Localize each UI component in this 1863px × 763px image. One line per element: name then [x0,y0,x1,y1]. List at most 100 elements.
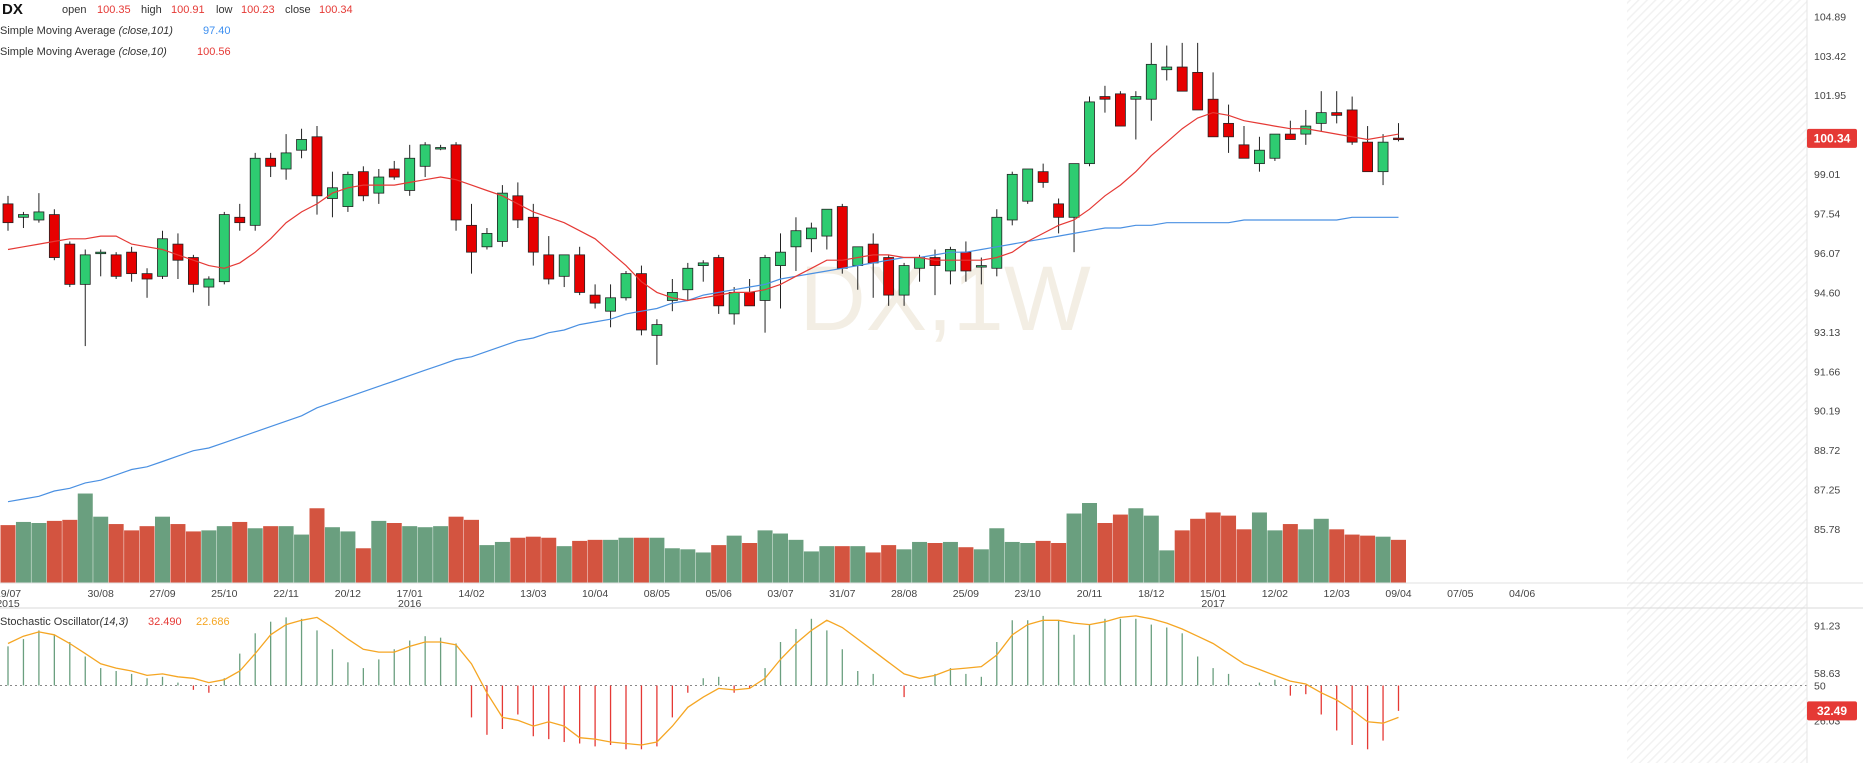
candle [651,319,663,365]
time-axis-tick: 05/06 [706,588,732,600]
price-axis-tick: 90.19 [1814,406,1840,418]
time-axis-tick: 20/11 [1077,588,1103,600]
sma-fast-name[interactable]: Simple Moving Average (close,10) [0,46,167,58]
candle [1331,91,1343,124]
candle [249,152,261,231]
volume-bar [1051,543,1067,583]
candle [388,160,400,180]
time-axis-tick: 22/11 [273,588,299,600]
candle [1393,123,1404,142]
stochastic-oscillator [0,615,1807,750]
legend-low-label: low [216,4,233,16]
time-axis-tick: 10/04 [582,588,608,600]
candle [898,262,910,306]
volume-bar [263,526,279,583]
candle [558,254,570,288]
volume-bar [464,519,479,583]
legend-open-label: open [62,4,86,16]
volume-bar [1267,530,1283,583]
volume-bar [417,527,433,583]
candle [1145,42,1157,121]
price-axis-tick: 99.01 [1814,169,1840,181]
legend-high-value: 100.91 [171,4,205,16]
time-axis-tick: 18/12 [1138,588,1164,600]
candle [296,128,307,159]
volume-bar [773,533,788,583]
sma-fast-value: 100.56 [197,46,231,58]
time-axis-tick: 19/07 [0,588,21,600]
candle [280,134,292,180]
time-axis-year: 2016 [398,598,422,610]
candle [929,249,941,296]
candle [991,209,1003,277]
volume-bar [803,551,819,583]
candle [64,241,76,288]
volume-bar [1112,514,1128,583]
candle [172,233,184,279]
sma-slow-name[interactable]: Simple Moving Average (close,101) [0,25,173,37]
stochastic-d-line [7,615,1399,746]
volume-bar [1344,534,1360,583]
volume-bar [278,526,294,583]
candle [636,265,647,336]
oscillator-value-k: 32.490 [148,616,182,628]
price-axis-tick: 103.42 [1814,51,1846,63]
time-axis-tick: 14/02 [458,588,484,600]
volume-bar [201,530,217,583]
volume-bar [510,537,526,583]
candle [1099,85,1111,113]
volume-bar [757,530,773,583]
candle [419,142,431,178]
candle [450,142,462,231]
volume-bar [216,526,232,583]
time-axis-tick: 09/04 [1385,588,1411,600]
candle [713,254,725,314]
volume-bar [124,530,140,583]
volume-bar [340,531,356,583]
volume-bar [386,523,402,583]
volume-bar [324,527,340,583]
time-axis-tick: 12/02 [1262,588,1288,600]
legend-high-label: high [141,4,162,16]
volume-bar [1221,515,1237,583]
candle [821,208,833,250]
legend: DX open 100.35 high 100.91 low 100.23 cl… [0,1,353,628]
time-axis-tick: 08/05 [644,588,670,600]
volume-bar [649,537,665,583]
volume-bar [742,543,758,583]
candle [512,182,524,229]
legend-close-label: close [285,4,311,16]
volume-bar [1004,541,1020,583]
candle [1068,163,1080,253]
candle [141,268,153,298]
volume-bars [0,493,1406,583]
volume-bar [525,536,541,583]
time-axis-tick: 25/09 [953,588,979,600]
candle [1053,198,1064,234]
volume-bar [355,548,371,583]
sma-fast-line [7,111,1399,302]
volume-bar [1391,539,1406,583]
candle [435,144,447,151]
time-axis-tick: 17/01 [397,588,423,600]
legend-symbol[interactable]: DX [2,1,23,18]
volume-bar [896,549,912,583]
volume-bar [247,528,263,583]
sma-slow-value: 97.40 [203,25,231,37]
volume-bar [294,534,310,583]
volume-bar [1020,543,1036,583]
volume-bar [788,539,804,583]
oscillator-tag: 32.49 [1807,701,1857,721]
axes: 104.89103.42101.95100.4899.0197.5496.079… [0,11,1846,727]
candle [187,254,199,293]
oscillator-name[interactable]: Stochastic Oscillator(14,3) [0,616,129,628]
price-axis-tick: 97.54 [1814,209,1840,221]
volume-bar [46,520,62,583]
volume-bar [587,539,603,583]
price-axis-tick: 88.72 [1814,445,1840,457]
time-axis-tick: 13/03 [520,588,546,600]
volume-bar [973,549,989,583]
volume-bar [1159,550,1175,583]
